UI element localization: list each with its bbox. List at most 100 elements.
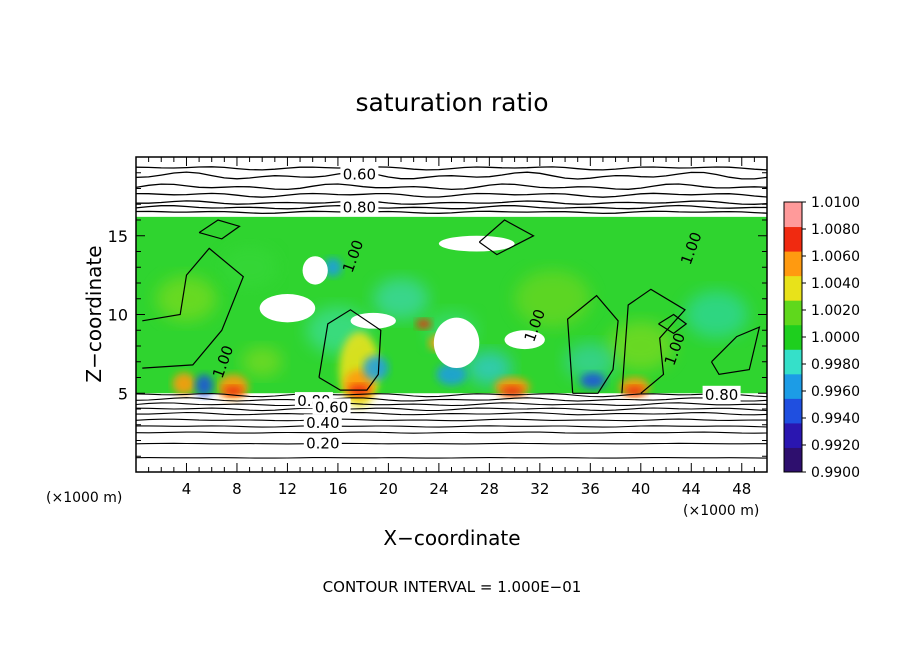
field-clear-patch: [433, 317, 480, 369]
contour-label-bg: [340, 198, 379, 215]
field-clear-patch: [302, 256, 328, 285]
field-cool-spot: [195, 374, 213, 397]
field-cool-spot: [580, 372, 606, 389]
x-tick-label: 24: [429, 480, 448, 498]
y-tick-label: 15: [108, 227, 128, 246]
colorbar-swatch: [784, 398, 802, 424]
x-axis-label: X−coordinate: [383, 526, 521, 550]
colorbar-label: 0.9940: [811, 411, 860, 427]
contour-label-text: 0.60: [315, 398, 348, 416]
contour-line-upper: [136, 204, 767, 210]
field-warm-spot: [223, 386, 244, 396]
colorbar-swatch: [784, 202, 802, 228]
x-tick-label: 12: [278, 480, 297, 498]
contour-line-lower: [136, 431, 767, 434]
contour-label-text: 0.60: [343, 165, 376, 183]
colorbar-swatch: [784, 422, 802, 448]
colorbar-label: 1.0060: [811, 249, 860, 265]
colorbar-label: 0.9920: [811, 438, 860, 454]
contour-line-lower: [136, 425, 767, 428]
y-tick-label: 5: [118, 384, 128, 403]
contour-labels: 0.600.801.000.800.600.400.200.801.001.00…: [209, 165, 741, 453]
x-tick-label: 32: [530, 480, 549, 498]
colorbar-label: 1.0020: [811, 303, 860, 319]
x-tick-label: 36: [581, 480, 600, 498]
colorbar-label: 1.0100: [811, 195, 860, 211]
field-warm-spot: [416, 319, 432, 329]
contour-line-lower: [136, 393, 767, 398]
contour-line-upper: [136, 166, 767, 171]
x-tick-label: 40: [631, 480, 650, 498]
contour-label-bg: [702, 385, 741, 402]
field-cool-spot: [436, 363, 467, 386]
field-blob: [242, 346, 283, 377]
colorbar-label: 0.9960: [811, 384, 860, 400]
contour-label-bg: [303, 434, 342, 451]
field-clear-patch: [350, 312, 396, 329]
colorbar-swatch: [784, 349, 802, 375]
contour-line-upper: [136, 192, 767, 198]
contour-label-text: 0.80: [705, 386, 738, 404]
field-blob: [221, 246, 278, 289]
contour-label: 0.60: [312, 398, 351, 416]
contour-label: 0.60: [340, 165, 379, 183]
contour-line-unity: [198, 219, 241, 240]
contour-label: 0.40: [303, 414, 342, 432]
contour-line-unity: [566, 294, 619, 394]
y-tick-label: 10: [108, 306, 128, 325]
contour-label-bg: [312, 398, 351, 415]
colorbar: 1.0100 1.0080 1.0060 1.0040 1.0020 1.0000 0.99…: [783, 195, 860, 481]
chart-title: saturation ratio: [355, 88, 549, 117]
colorbar-label: 0.9980: [811, 357, 860, 373]
contour-line-upper: [136, 183, 767, 191]
colorbar-label: 1.0080: [811, 222, 860, 238]
contour-line-upper: [136, 171, 767, 180]
colorbar-label: 1.0000: [811, 330, 860, 346]
field-warm-spot: [172, 372, 196, 395]
contour-line-unity: [621, 288, 686, 394]
colorbar-swatch: [784, 251, 802, 277]
x-tick-label: 48: [732, 480, 751, 498]
colorbar-label: 1.0040: [811, 276, 860, 292]
field-cool-spot: [363, 355, 389, 381]
colorbar-swatch: [784, 300, 802, 326]
contour-line-lower: [136, 457, 767, 459]
field-blob: [514, 270, 591, 328]
x-tick-label: 44: [682, 480, 701, 498]
field-clear-patch: [259, 294, 316, 323]
contour-label-text: 0.40: [306, 414, 339, 432]
colorbar-swatch: [784, 275, 802, 301]
contour-label-text: 0.20: [306, 435, 339, 453]
contour-lines: [136, 166, 767, 459]
field-warm-spot: [500, 386, 524, 396]
contour-label: 0.80: [702, 385, 741, 404]
field-blob: [156, 276, 217, 322]
heatmap-field: [136, 216, 767, 408]
contour-label: 0.80: [340, 198, 379, 216]
contour-line-lower: [136, 418, 767, 422]
contour-line-unity: [478, 219, 535, 256]
contour-line-upper: [136, 200, 767, 205]
colorbar-swatch: [784, 447, 802, 473]
colorbar-swatch: [784, 373, 802, 399]
contour-interval-note: CONTOUR INTERVAL = 1.000E−01: [322, 578, 582, 596]
colorbar-swatch: [784, 226, 802, 252]
field-clear-patch: [438, 235, 515, 252]
colorbar-label: 0.9900: [811, 465, 860, 481]
field-blob: [373, 277, 429, 320]
field-blob: [565, 342, 616, 381]
field-clear-patch: [504, 330, 545, 350]
x-tick-label: 28: [480, 480, 499, 498]
contour-line-unity: [142, 247, 245, 369]
contour-line-unity: [710, 326, 761, 376]
x-tick-label: 20: [379, 480, 398, 498]
field-blob: [466, 351, 513, 386]
colorbar-swatch: [784, 324, 802, 350]
contour-label-bg: [340, 165, 379, 182]
x-tick-label: 4: [182, 480, 192, 498]
contour-label-text: 0.80: [343, 198, 376, 216]
x-tick-label: 8: [232, 480, 242, 498]
x-tick-label: 16: [328, 480, 347, 498]
